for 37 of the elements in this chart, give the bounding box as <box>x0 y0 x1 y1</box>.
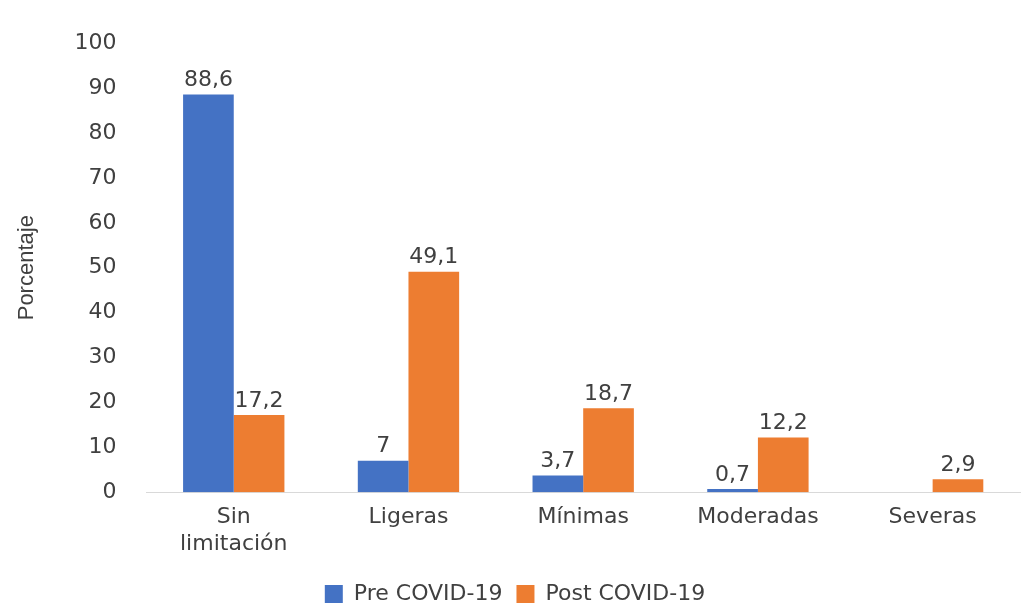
data-label: 17,2 <box>234 386 284 412</box>
bar <box>408 271 460 493</box>
data-label: 2,9 <box>940 450 976 476</box>
data-label: 18,7 <box>584 379 634 405</box>
y-tick-label: 0 <box>102 477 117 503</box>
data-label: 3,7 <box>540 447 576 473</box>
bar <box>183 94 234 493</box>
y-tick-label: 20 <box>88 388 117 414</box>
y-tick-label: 10 <box>88 433 117 459</box>
data-label: 88,6 <box>183 66 233 92</box>
legend-label: Pre COVID-19 <box>353 579 503 605</box>
bar <box>233 414 285 493</box>
y-tick-label: 50 <box>88 253 117 279</box>
data-label: 12,2 <box>758 409 808 435</box>
bar <box>357 460 409 493</box>
x-tick-label: Severas <box>888 503 977 529</box>
legend-label: Post COVID-19 <box>545 579 706 605</box>
x-tick-label: Sin limitación <box>180 503 288 555</box>
data-label: 49,1 <box>409 243 459 269</box>
y-tick-label: 70 <box>88 163 117 189</box>
x-tick-label: Ligeras <box>368 503 449 529</box>
bar <box>707 489 758 493</box>
y-tick-label: 60 <box>88 208 117 234</box>
bar <box>932 479 984 493</box>
y-tick-label: 90 <box>88 73 117 99</box>
data-label: 0,7 <box>715 460 751 486</box>
y-tick-label: 40 <box>88 298 117 324</box>
x-tick-label: Moderadas <box>697 503 819 529</box>
y-tick-label: 80 <box>88 118 117 144</box>
y-tick-label: 100 <box>74 28 117 54</box>
y-axis-title: Porcentaje <box>13 215 39 321</box>
y-tick-label: 30 <box>88 343 117 369</box>
bar <box>532 475 584 493</box>
bar <box>583 408 634 493</box>
x-tick-label: Mínimas <box>537 503 629 529</box>
bar <box>757 437 809 493</box>
data-label: 7 <box>376 432 391 458</box>
